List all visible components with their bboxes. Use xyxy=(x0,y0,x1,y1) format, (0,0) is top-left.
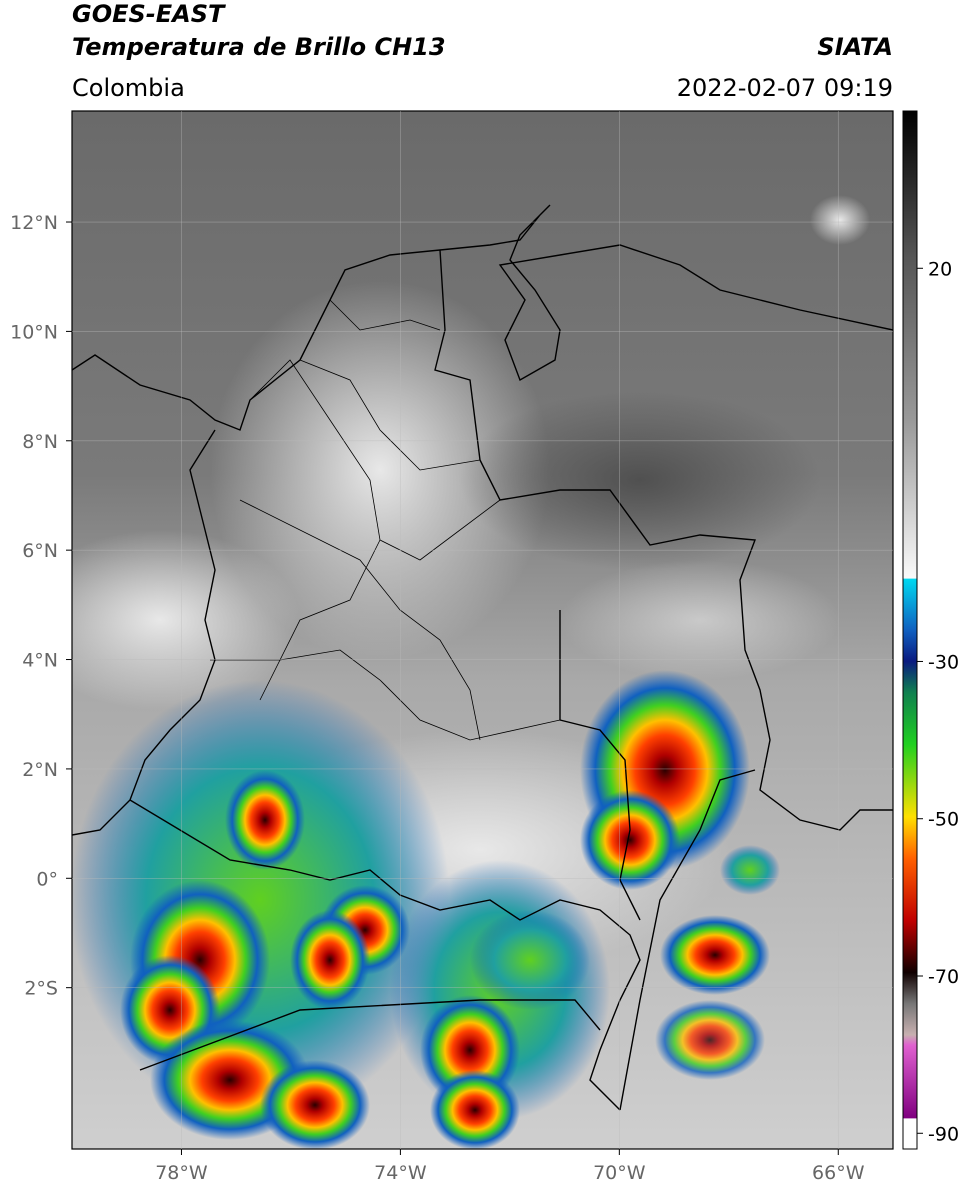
colorbar-tick-label: -70 xyxy=(928,966,959,988)
x-tick-label: 78°W xyxy=(155,1162,208,1184)
y-tick-label: 12°N xyxy=(10,212,58,234)
x-tick-label: 66°W xyxy=(812,1162,865,1184)
source: SIATA xyxy=(817,33,893,61)
y-tick-label: 4°N xyxy=(22,650,58,672)
y-tick-label: 6°N xyxy=(22,540,58,562)
colorbar-tick-label: 20 xyxy=(928,258,952,280)
colorbar-tick-label: -30 xyxy=(928,651,959,673)
y-tick-label: 2°S xyxy=(24,978,58,1000)
y-tick-label: 2°N xyxy=(22,759,58,781)
y-tick-label: 10°N xyxy=(10,321,58,343)
graticule xyxy=(72,111,893,1149)
colorbar-ticks: 20 -30 -50 -70 -90 xyxy=(917,258,959,1145)
title: GOES-EAST xyxy=(72,0,226,28)
y-tick-label: 0° xyxy=(36,868,58,890)
colorbar-tick-label: -90 xyxy=(928,1123,959,1145)
colorbar-tick-label: -50 xyxy=(928,809,959,831)
x-tick-label: 74°W xyxy=(374,1162,427,1184)
region: Colombia xyxy=(72,74,185,102)
map-ticks: 78°W 74°W 70°W 66°W 12°N 10°N 8°N 6°N 4°N 2°N 0° 2°… xyxy=(10,212,865,1184)
satellite-image xyxy=(72,111,893,1149)
subtitle: Temperatura de Brillo CH13 xyxy=(72,33,446,61)
colorbar xyxy=(902,110,918,1150)
y-tick-label: 8°N xyxy=(22,431,58,453)
x-tick-label: 70°W xyxy=(593,1162,646,1184)
timestamp: 2022-02-07 09:19 xyxy=(677,74,893,102)
map-frame xyxy=(71,110,894,1150)
